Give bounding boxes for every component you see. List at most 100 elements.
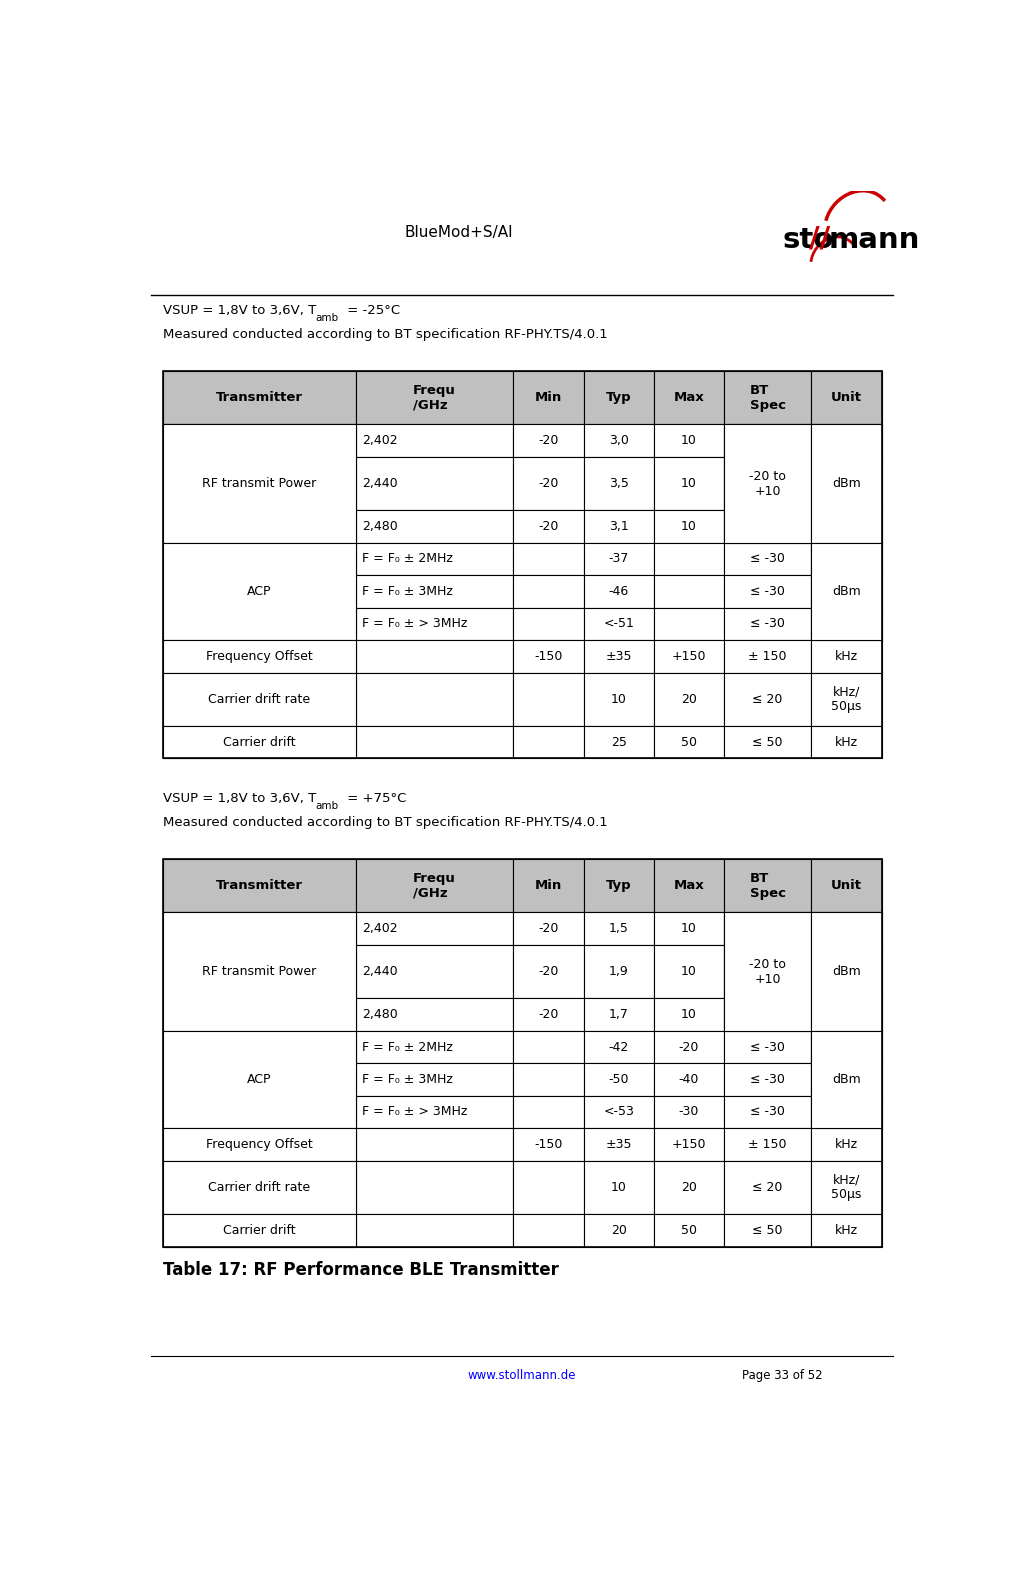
Text: Frequ
/GHz: Frequ /GHz bbox=[413, 383, 457, 412]
Bar bbox=[811, 913, 881, 944]
Text: F = F₀ ± 3MHz: F = F₀ ± 3MHz bbox=[362, 585, 452, 598]
Bar bbox=[163, 542, 356, 576]
Bar bbox=[163, 913, 356, 1030]
Bar bbox=[811, 999, 881, 1030]
Bar bbox=[723, 425, 811, 456]
Bar bbox=[514, 510, 584, 542]
Text: 10: 10 bbox=[681, 965, 697, 978]
Bar bbox=[163, 1161, 356, 1215]
Bar bbox=[584, 673, 654, 727]
Bar bbox=[584, 1030, 654, 1064]
Bar bbox=[514, 1215, 584, 1247]
Bar bbox=[356, 576, 514, 607]
Bar bbox=[514, 607, 584, 641]
Bar bbox=[723, 944, 811, 999]
Text: -20: -20 bbox=[538, 922, 558, 935]
Text: -40: -40 bbox=[679, 1073, 699, 1086]
Text: -37: -37 bbox=[608, 552, 629, 566]
Text: 2,402: 2,402 bbox=[362, 434, 397, 447]
Bar bbox=[723, 542, 811, 576]
Bar bbox=[811, 576, 881, 607]
Bar bbox=[514, 859, 584, 913]
Text: ≤ 50: ≤ 50 bbox=[752, 1224, 783, 1237]
Text: ACP: ACP bbox=[247, 1073, 272, 1086]
Text: 10: 10 bbox=[681, 1008, 697, 1021]
Bar bbox=[163, 607, 356, 641]
Bar bbox=[723, 1129, 811, 1161]
Text: 2,402: 2,402 bbox=[362, 922, 397, 935]
Text: dBm: dBm bbox=[833, 1073, 861, 1086]
Bar bbox=[514, 1129, 584, 1161]
Bar bbox=[356, 510, 514, 542]
Bar bbox=[723, 673, 811, 727]
Bar bbox=[356, 641, 514, 673]
Text: Measured conducted according to BT specification RF-PHY.TS/4.0.1: Measured conducted according to BT speci… bbox=[163, 817, 607, 830]
Bar bbox=[584, 1096, 654, 1129]
Bar bbox=[163, 542, 356, 641]
Bar bbox=[654, 576, 723, 607]
Text: 10: 10 bbox=[681, 922, 697, 935]
Text: ≤ 20: ≤ 20 bbox=[752, 693, 783, 706]
Bar bbox=[514, 999, 584, 1030]
Bar bbox=[723, 607, 811, 641]
Bar bbox=[356, 425, 514, 456]
Bar bbox=[654, 370, 723, 425]
Bar bbox=[163, 370, 356, 425]
Text: kHz: kHz bbox=[835, 650, 858, 663]
Text: dBm: dBm bbox=[833, 585, 861, 598]
Bar bbox=[811, 641, 881, 673]
Bar bbox=[163, 1096, 356, 1129]
Bar bbox=[811, 1030, 881, 1129]
Bar bbox=[723, 1096, 811, 1129]
Bar bbox=[723, 1161, 811, 1215]
Bar bbox=[811, 542, 881, 576]
Text: = +75°C: = +75°C bbox=[343, 792, 407, 805]
Bar bbox=[514, 576, 584, 607]
Text: amb: amb bbox=[315, 313, 338, 323]
Text: VSUP = 1,8V to 3,6V, T: VSUP = 1,8V to 3,6V, T bbox=[163, 304, 316, 316]
Bar bbox=[356, 913, 514, 944]
Bar bbox=[514, 944, 584, 999]
Bar bbox=[654, 673, 723, 727]
Bar bbox=[163, 425, 356, 456]
Text: -50: -50 bbox=[608, 1073, 629, 1086]
Bar bbox=[654, 456, 723, 510]
Bar bbox=[356, 607, 514, 641]
Text: Unit: Unit bbox=[832, 391, 862, 404]
Bar bbox=[654, 859, 723, 913]
Text: Page 33 of 52: Page 33 of 52 bbox=[742, 1369, 822, 1382]
Bar bbox=[811, 859, 881, 913]
Bar bbox=[514, 913, 584, 944]
Bar bbox=[514, 673, 584, 727]
Bar bbox=[811, 456, 881, 510]
Text: 2,440: 2,440 bbox=[362, 965, 397, 978]
Bar bbox=[514, 542, 584, 576]
Bar bbox=[356, 1215, 514, 1247]
Text: Frequency Offset: Frequency Offset bbox=[206, 650, 313, 663]
Bar bbox=[654, 1161, 723, 1215]
Text: dBm: dBm bbox=[833, 477, 861, 490]
Text: F = F₀ ± 3MHz: F = F₀ ± 3MHz bbox=[362, 1073, 452, 1086]
Bar bbox=[654, 425, 723, 456]
Bar bbox=[654, 1096, 723, 1129]
Text: ≤ 50: ≤ 50 bbox=[752, 736, 783, 749]
Text: 2,480: 2,480 bbox=[362, 1008, 397, 1021]
Bar bbox=[811, 1064, 881, 1096]
Text: 1,7: 1,7 bbox=[608, 1008, 629, 1021]
Text: 3,1: 3,1 bbox=[608, 520, 629, 533]
Bar bbox=[163, 456, 356, 510]
Text: mann: mann bbox=[828, 226, 920, 254]
Bar bbox=[654, 999, 723, 1030]
Bar bbox=[356, 1129, 514, 1161]
Bar bbox=[584, 1215, 654, 1247]
Text: -42: -42 bbox=[608, 1040, 629, 1054]
Text: 20: 20 bbox=[681, 693, 697, 706]
Text: kHz/
50μs: kHz/ 50μs bbox=[832, 685, 862, 714]
Bar bbox=[654, 542, 723, 576]
Text: -150: -150 bbox=[534, 650, 562, 663]
Bar bbox=[723, 1215, 811, 1247]
Text: ≤ -30: ≤ -30 bbox=[750, 552, 785, 566]
Bar bbox=[163, 1064, 356, 1096]
Text: = -25°C: = -25°C bbox=[343, 304, 400, 316]
Text: Transmitter: Transmitter bbox=[216, 391, 303, 404]
